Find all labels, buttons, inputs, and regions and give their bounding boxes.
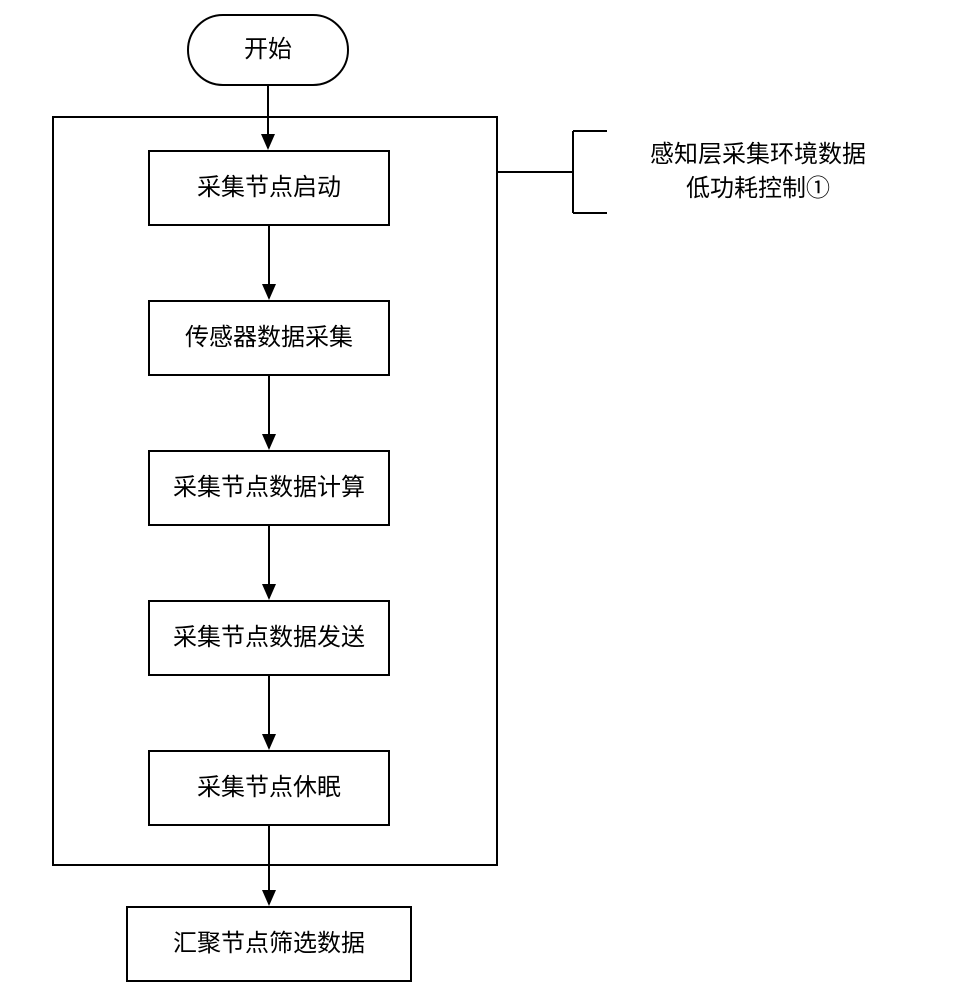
annotation-label: 感知层采集环境数据 低功耗控制① xyxy=(618,138,898,205)
node-sleep: 采集节点休眠 xyxy=(148,750,390,826)
annotation-line2: 低功耗控制① xyxy=(686,175,830,202)
node-data-calc: 采集节点数据计算 xyxy=(148,450,390,526)
start-label: 开始 xyxy=(244,34,292,65)
annotation-line1: 感知层采集环境数据 xyxy=(650,141,866,168)
node-data-calc-label: 采集节点数据计算 xyxy=(173,472,365,503)
flowchart-canvas: 开始 采集节点启动 传感器数据采集 采集节点数据计算 采集节点数据发送 采集节点… xyxy=(0,0,961,1000)
node-data-send-label: 采集节点数据发送 xyxy=(173,622,365,653)
node-sensor-data-label: 传感器数据采集 xyxy=(185,322,353,353)
start-node: 开始 xyxy=(187,14,349,86)
node-sink-filter: 汇聚节点筛选数据 xyxy=(126,906,412,982)
node-collect-start-label: 采集节点启动 xyxy=(197,172,341,203)
node-sensor-data: 传感器数据采集 xyxy=(148,300,390,376)
node-data-send: 采集节点数据发送 xyxy=(148,600,390,676)
node-sink-filter-label: 汇聚节点筛选数据 xyxy=(173,928,365,959)
node-collect-start: 采集节点启动 xyxy=(148,150,390,226)
node-sleep-label: 采集节点休眠 xyxy=(197,772,341,803)
